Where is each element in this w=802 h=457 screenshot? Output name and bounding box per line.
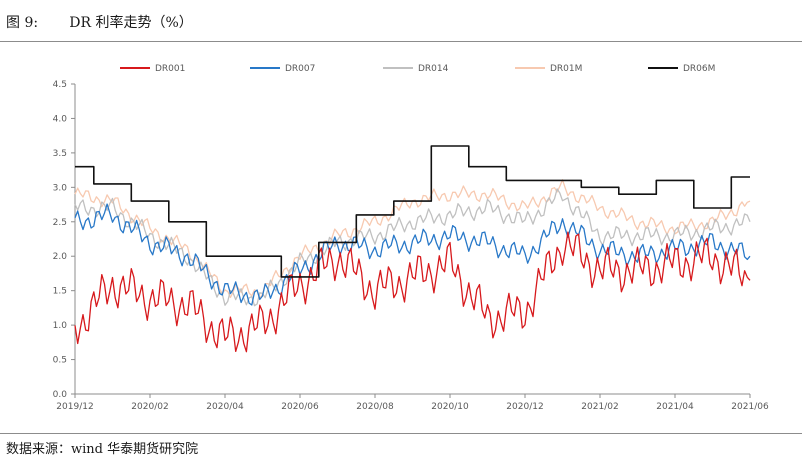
series-line-dr007	[74, 203, 751, 306]
x-tick-label: 2020/02	[131, 402, 168, 412]
y-tick-label: 4.0	[53, 114, 68, 124]
y-tick-label: 0.0	[53, 390, 68, 400]
x-tick-label: 2019/12	[56, 402, 93, 412]
y-tick-label: 3.5	[53, 149, 67, 159]
x-tick-label: 2021/04	[656, 402, 694, 412]
data-source-note: 数据来源：wind 华泰期货研究院	[6, 442, 199, 457]
series-line-dr01m	[74, 179, 751, 299]
x-tick-label: 2020/06	[281, 402, 319, 412]
legend-label: DR014	[418, 64, 449, 74]
y-tick-label: 1.5	[53, 287, 67, 297]
series-layer	[74, 145, 751, 353]
dr-rate-line-chart: 0.0 0.5 1.0 1.5 2.0 2.5 3.0 3.5 4.0 4.5 2019/12 202…	[53, 64, 769, 412]
figure-title: 图 9: DR 利率走势（%）	[6, 15, 193, 31]
y-tick-label: 0.5	[53, 356, 67, 366]
series-line-dr06m	[75, 145, 750, 278]
series-line-dr014	[74, 188, 751, 307]
legend-label: DR001	[155, 64, 185, 74]
top-divider	[0, 41, 802, 42]
x-tick-label: 2020/08	[356, 402, 394, 412]
x-tick-label: 2021/02	[581, 402, 618, 412]
y-tick-label: 3.0	[53, 183, 68, 193]
y-tick-label: 2.5	[53, 218, 67, 228]
chart-axes: 0.0 0.5 1.0 1.5 2.0 2.5 3.0 3.5 4.0 4.5 2019/12 202…	[53, 80, 769, 412]
x-tick-label: 2020/12	[506, 402, 543, 412]
legend-label: DR007	[285, 64, 315, 74]
y-tick-label: 4.5	[53, 80, 67, 90]
x-tick-label: 2020/10	[431, 402, 469, 412]
y-tick-label: 1.0	[53, 321, 68, 331]
x-tick-label: 2020/04	[206, 402, 244, 412]
x-tick-label: 2021/06	[731, 402, 769, 412]
bottom-divider	[0, 433, 802, 434]
series-line-dr001	[74, 231, 751, 353]
chart-legend: DR001 DR007 DR014 DR01M DR06M	[120, 64, 715, 74]
legend-label: DR06M	[683, 64, 715, 74]
legend-label: DR01M	[550, 64, 582, 74]
y-tick-label: 2.0	[53, 252, 68, 262]
